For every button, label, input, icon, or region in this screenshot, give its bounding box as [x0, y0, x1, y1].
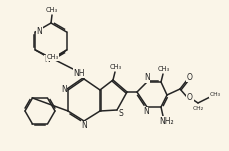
- Text: S: S: [118, 109, 123, 119]
- Text: CH₃: CH₃: [46, 7, 58, 13]
- Text: CH₃: CH₃: [209, 93, 220, 98]
- Text: N: N: [81, 122, 87, 130]
- Text: CH₃: CH₃: [157, 66, 169, 72]
- Text: N: N: [36, 26, 42, 35]
- Text: O: O: [186, 72, 192, 82]
- Text: CH₃: CH₃: [109, 64, 122, 70]
- Text: N: N: [144, 74, 149, 82]
- Text: N: N: [44, 56, 50, 64]
- Text: NH₂: NH₂: [159, 117, 174, 125]
- Text: O: O: [186, 93, 192, 103]
- Text: N: N: [142, 108, 148, 117]
- Text: NH: NH: [73, 69, 84, 77]
- Text: CH₂: CH₂: [192, 106, 203, 111]
- Text: CH₃: CH₃: [46, 54, 58, 60]
- Text: N: N: [61, 85, 67, 95]
